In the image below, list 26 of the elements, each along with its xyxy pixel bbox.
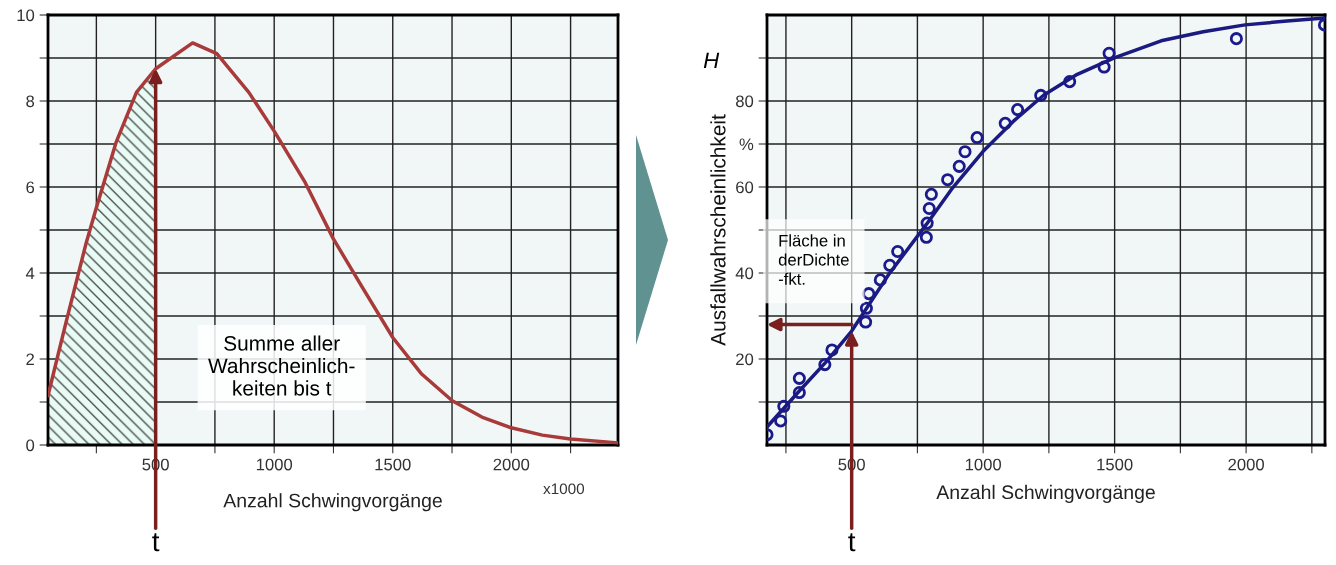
- y-tick-label: 2: [26, 353, 34, 366]
- y-tick-label: 8: [26, 95, 35, 108]
- x-tick-label: 1000: [256, 458, 293, 471]
- y-tick-label: 80: [735, 95, 754, 108]
- y-tick-label: 20: [736, 353, 754, 366]
- x-tick-label: 1500: [1097, 458, 1133, 471]
- y-tick-label: 60: [736, 181, 754, 194]
- annotation: Summe aller Wahrscheinlich- keiten bis t: [208, 335, 355, 396]
- y-tick-label: 4: [25, 267, 35, 280]
- y-tick-label: %: [739, 138, 754, 151]
- x-tick-label: 1000: [965, 458, 1002, 471]
- y-tick-label: 6: [26, 181, 35, 194]
- text: x1000: [543, 483, 585, 495]
- x-axis-title: Anzahl Schwingvorgänge: [223, 493, 442, 512]
- x-tick-label: 2000: [493, 458, 530, 471]
- x-tick-label: 1500: [375, 458, 411, 471]
- annotation: Fläche in derDichte -fkt.: [778, 234, 849, 285]
- x-tick-label: 2000: [1228, 458, 1264, 471]
- y-tick-label: 40: [735, 267, 754, 280]
- text: H: [703, 52, 720, 69]
- annotation: t: [152, 533, 160, 552]
- y-tick-label: 10: [17, 9, 35, 22]
- y-tick-label: 0: [26, 439, 35, 452]
- y-axis-title: Ausfallwahrscheinlichkeit: [710, 114, 726, 346]
- x-axis-title: Anzahl Schwingvorgänge: [936, 484, 1155, 503]
- annotation: t: [848, 533, 856, 552]
